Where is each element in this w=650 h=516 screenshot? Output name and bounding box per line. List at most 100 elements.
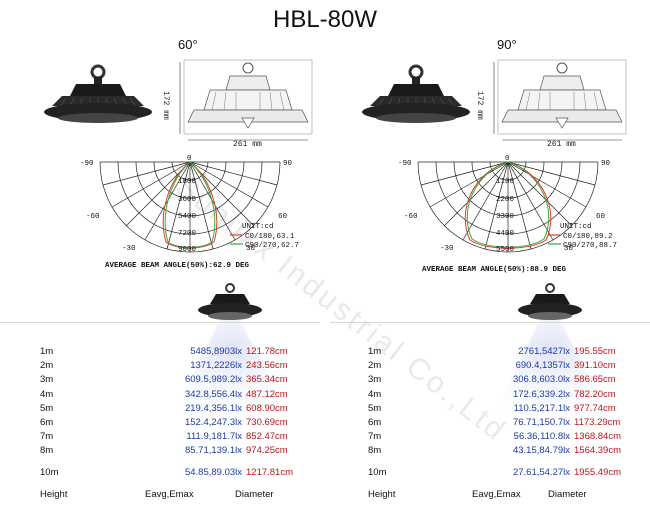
row-diameter: 1955.49cm: [574, 467, 622, 478]
row-height: 6m: [368, 417, 382, 428]
row-height: 7m: [368, 431, 382, 442]
table-row: 4m 342.8,556.4lx 487.12cm: [40, 389, 320, 401]
row-eavg-emax: 85.71,139.1lx: [184, 445, 242, 456]
row-height: 5m: [40, 403, 54, 414]
row-diameter: 1217.81cm: [246, 467, 294, 478]
table-row: 5m 110.5,217.1lx 977.74cm: [368, 403, 648, 415]
dimension-height: 172 mm: [475, 91, 484, 120]
polar-radial-1: 1100: [496, 178, 515, 186]
polar-angle-top: 0: [505, 155, 510, 163]
row-diameter: 365.34cm: [246, 374, 288, 385]
row-diameter: 608.90cm: [246, 403, 288, 414]
row-height: 10m: [40, 467, 59, 478]
row-eavg-emax: 609.5,989.2lx: [184, 374, 242, 385]
polar-radial-1: 1800: [178, 178, 197, 186]
row-height: 10m: [368, 467, 387, 478]
table-row: 2m 690.4,1357lx 391.10cm: [368, 360, 648, 372]
product-photo: [362, 64, 470, 123]
row-height: 1m: [368, 346, 382, 357]
table-row: 10m 54.85,89.03lx 1217.81cm: [40, 467, 320, 479]
technical-drawing: [493, 59, 627, 141]
footer-diameter: Diameter: [548, 489, 587, 500]
row-diameter: 243.56cm: [246, 360, 288, 371]
polar-radial-3: 5400: [178, 213, 197, 221]
row-height: 8m: [40, 445, 54, 456]
average-beam-angle: AVERAGE BEAM ANGLE(50%):88.9 DEG: [422, 266, 567, 274]
row-diameter: 121.78cm: [246, 346, 288, 357]
row-eavg-emax: 111.9,181.7lx: [186, 431, 242, 442]
row-diameter: 782.20cm: [574, 389, 616, 400]
row-eavg-emax: 152.4,247.3lx: [184, 417, 242, 428]
dimension-width: 261 mm: [547, 140, 576, 149]
polar-radial-4: 4400: [496, 230, 515, 238]
table-row: 2m 1371,2226lx 243.56cm: [40, 360, 320, 372]
row-diameter: 586.65cm: [574, 374, 616, 385]
polar-legend-c0: C0/180,63.1: [245, 233, 295, 241]
polar-angle-right-30: 30: [246, 245, 256, 253]
row-height: 2m: [40, 360, 54, 371]
table-row: 8m 85.71,139.1lx 974.25cm: [40, 445, 320, 457]
row-diameter: 852.47cm: [246, 431, 288, 442]
technical-drawing: [179, 59, 313, 141]
separator: [0, 322, 320, 323]
row-eavg-emax: 2761,5427lx: [518, 346, 570, 357]
row-height: 5m: [368, 403, 382, 414]
average-beam-angle: AVERAGE BEAM ANGLE(50%):62.9 DEG: [105, 262, 250, 270]
polar-angle-left-90: -90: [80, 160, 94, 168]
row-eavg-emax: 1371,2226lx: [190, 360, 242, 371]
table-row: 1m 5485,8903lx 121.78cm: [40, 346, 320, 358]
footer-eavg: Eavg,Emax: [472, 489, 521, 500]
polar-angle-right-30: 30: [564, 245, 574, 253]
table-row: 7m 56.36,110.8lx 1368.84cm: [368, 431, 648, 443]
row-eavg-emax: 43.15,84.79lx: [512, 445, 570, 456]
footer-diameter: Diameter: [235, 489, 274, 500]
row-diameter: 974.25cm: [246, 445, 288, 456]
separator: [330, 322, 650, 323]
polar-angle-left-30: -30: [122, 245, 136, 253]
table-row: 3m 609.5,989.2lx 365.34cm: [40, 374, 320, 386]
row-eavg-emax: 172.6,339.2lx: [512, 389, 570, 400]
polar-legend-c0: C0/180,89.2: [563, 233, 613, 241]
polar-legend-c90: C90/270,88.7: [563, 242, 617, 250]
polar-angle-top: 0: [187, 155, 192, 163]
row-height: 8m: [368, 445, 382, 456]
lamp-light-cone: [480, 283, 620, 440]
polar-angle-right-90: 90: [601, 160, 611, 168]
polar-unit: UNIT:cd: [560, 223, 592, 231]
row-eavg-emax: 306.8,603.0lx: [512, 374, 570, 385]
polar-radial-3: 3300: [496, 213, 515, 221]
row-eavg-emax: 27.61,54.27lx: [512, 467, 570, 478]
lamp-light-cone: [160, 283, 300, 440]
polar-angle-right-90: 90: [283, 160, 293, 168]
row-diameter: 487.12cm: [246, 389, 288, 400]
polar-angle-left-60: -60: [404, 213, 418, 221]
row-eavg-emax: 690.4,1357lx: [515, 360, 570, 371]
table-row: 6m 152.4,247.3lx 730.69cm: [40, 417, 320, 429]
row-diameter: 730.69cm: [246, 417, 288, 428]
polar-radial-2: 2200: [496, 196, 515, 204]
dimension-width: 261 mm: [233, 140, 262, 149]
row-height: 4m: [368, 389, 382, 400]
row-height: 6m: [40, 417, 54, 428]
polar-candela-chart: -90 -60 -30 90 60 30 0 1800 3600 5400 72…: [80, 155, 299, 254]
row-eavg-emax: 5485,8903lx: [190, 346, 242, 357]
row-height: 1m: [40, 346, 54, 357]
polar-angle-right-60: 60: [596, 213, 606, 221]
polar-radial-5: 9000: [178, 246, 197, 254]
beam-angle-label-90: 90°: [497, 37, 517, 52]
polar-radial-5: 5500: [496, 246, 515, 254]
row-diameter: 1564.39cm: [574, 445, 622, 456]
beam-angle-label-60: 60°: [178, 37, 198, 52]
table-row: 8m 43.15,84.79lx 1564.39cm: [368, 445, 648, 457]
polar-legend-c90: C90/270,62.7: [245, 242, 299, 250]
row-eavg-emax: 54.85,89.03lx: [184, 467, 242, 478]
row-diameter: 391.10cm: [574, 360, 616, 371]
footer-eavg: Eavg,Emax: [145, 489, 194, 500]
row-eavg-emax: 56.36,110.8lx: [513, 431, 570, 442]
row-eavg-emax: 110.5,217.1lx: [513, 403, 570, 414]
table-row: 5m 219.4,356.1lx 608.90cm: [40, 403, 320, 415]
row-diameter: 977.74cm: [574, 403, 616, 414]
table-row: 10m 27.61,54.27lx 1955.49cm: [368, 467, 648, 479]
table-row: 7m 111.9,181.7lx 852.47cm: [40, 431, 320, 443]
row-height: 2m: [368, 360, 382, 371]
